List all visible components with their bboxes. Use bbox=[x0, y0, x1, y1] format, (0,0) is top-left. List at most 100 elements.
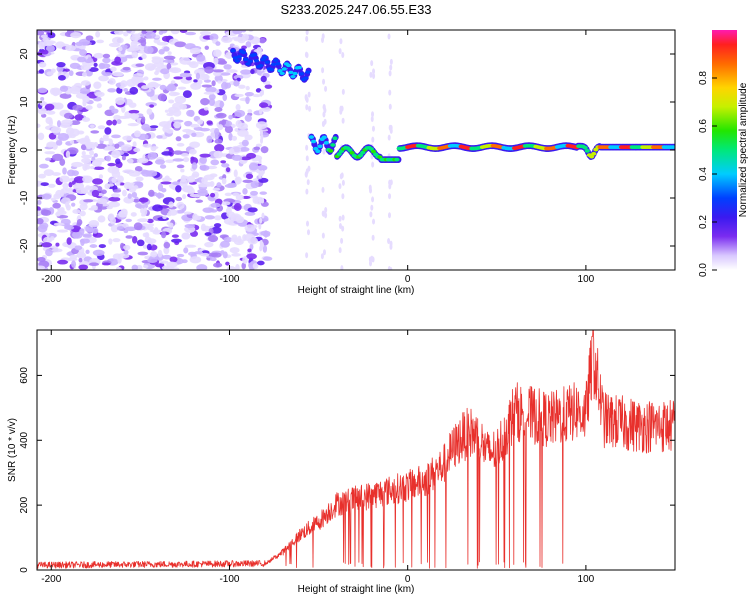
spectrogram-streak-blob bbox=[341, 214, 345, 221]
spectrogram-noise-blob bbox=[250, 190, 259, 196]
spectrogram-noise-blob bbox=[195, 199, 204, 203]
spectrogram-noise-blob bbox=[184, 120, 193, 127]
trace-core bbox=[230, 49, 236, 53]
spectrogram-noise-blob bbox=[258, 37, 266, 44]
spectrogram-noise-blob bbox=[225, 51, 234, 60]
spectrogram-noise-blob bbox=[104, 183, 111, 190]
spectrogram-noise-blob bbox=[203, 79, 212, 83]
spectrogram-streak-blob bbox=[370, 204, 374, 211]
spectrogram-noise-blob bbox=[37, 123, 41, 129]
spectrogram-streak-blob bbox=[371, 125, 375, 132]
spectrogram-noise-blob bbox=[210, 202, 221, 208]
spectrogram-streak-blob bbox=[369, 71, 373, 78]
spectrogram-noise-blob bbox=[123, 196, 135, 204]
spectrogram-noise-blob bbox=[81, 151, 86, 156]
spectrogram-noise-blob bbox=[56, 210, 67, 216]
spectrogram-streak-blob bbox=[260, 134, 264, 141]
colorbar-label: Normalized spectral amplitude bbox=[738, 82, 749, 217]
spectrogram-noise-blob bbox=[38, 41, 45, 50]
trace-core bbox=[670, 145, 675, 149]
spectrogram-noise-blob bbox=[196, 264, 208, 270]
spectrogram-noise-blob bbox=[187, 187, 195, 195]
spectrogram-noise-blob bbox=[112, 119, 117, 126]
trace-core bbox=[268, 68, 275, 72]
spectrogram-noise-blob bbox=[253, 110, 264, 116]
spectrogram-noise-blob bbox=[189, 141, 201, 148]
spectrogram-noise-blob bbox=[133, 147, 141, 153]
colorbar-tick-label: 0.6 bbox=[698, 119, 709, 133]
spectrogram-noise-blob bbox=[91, 205, 98, 211]
spectrogram-noise-blob bbox=[247, 248, 252, 253]
spectrogram-streak-blob bbox=[370, 60, 374, 67]
trace-core bbox=[591, 151, 597, 156]
spectrogram-noise-blob bbox=[249, 243, 254, 250]
spectrogram-noise-blob bbox=[258, 177, 269, 183]
spectrogram-noise-blob bbox=[37, 265, 46, 270]
spectrogram-noise-blob bbox=[169, 62, 179, 66]
spectrogram-noise-blob bbox=[69, 62, 81, 69]
spectrogram-noise-blob bbox=[39, 100, 46, 106]
spectrogram-noise-blob bbox=[221, 81, 229, 90]
trace-core bbox=[336, 152, 342, 156]
spectrogram-noise-blob bbox=[154, 159, 166, 165]
spectrogram-noise-blob bbox=[152, 230, 162, 235]
spectrogram-noise-blob bbox=[96, 103, 103, 109]
spectrogram-noise-blob bbox=[81, 117, 91, 123]
spectrogram-noise-blob bbox=[183, 211, 192, 215]
spectrogram-noise-blob bbox=[190, 123, 200, 128]
spectrogram-streak-blob bbox=[339, 38, 343, 45]
spectrogram-noise-blob bbox=[37, 224, 48, 233]
spectrogram-noise-blob bbox=[216, 182, 222, 188]
spectrogram-noise-blob bbox=[209, 257, 217, 262]
spectrogram-noise-blob bbox=[83, 199, 94, 203]
spectrogram-noise-blob bbox=[236, 77, 241, 82]
spectrogram-noise-blob bbox=[220, 240, 230, 248]
spectrogram-noise-blob bbox=[233, 74, 244, 80]
spectrogram-noise-blob bbox=[193, 79, 198, 83]
spectrogram-noise-blob bbox=[168, 222, 174, 228]
spectrogram-noise-blob bbox=[235, 264, 240, 270]
y-tick-label: -20 bbox=[19, 238, 30, 253]
spectrogram-noise-blob bbox=[199, 153, 211, 158]
spectrogram-noise-blob bbox=[247, 109, 253, 114]
spectrogram-noise-blob bbox=[197, 119, 204, 125]
spectrogram-noise-blob bbox=[102, 57, 111, 64]
spectrogram-noise-blob bbox=[225, 207, 232, 214]
spectrogram-streak-blob bbox=[322, 78, 326, 85]
spectrogram-noise-blob bbox=[68, 181, 73, 188]
spectrogram-noise-blob bbox=[246, 152, 257, 159]
spectrogram-noise-blob bbox=[127, 158, 134, 164]
spectrogram-noise-blob bbox=[141, 85, 149, 90]
spectrogram-streak-blob bbox=[371, 196, 375, 203]
spectrogram-noise-blob bbox=[193, 126, 203, 131]
spectrogram-streak-blob bbox=[322, 148, 326, 155]
spectrogram-noise-blob bbox=[171, 238, 182, 243]
spectrogram-noise-blob bbox=[51, 153, 64, 162]
spectrogram-noise-blob bbox=[245, 85, 250, 91]
spectrogram-noise-blob bbox=[253, 146, 261, 151]
spectrogram-noise-blob bbox=[47, 183, 56, 188]
spectrogram-noise-blob bbox=[189, 148, 197, 155]
spectrogram-streak-blob bbox=[322, 120, 326, 127]
trace-core bbox=[251, 53, 258, 57]
spectrogram-noise-blob bbox=[175, 210, 185, 214]
spectrogram-noise-blob bbox=[147, 152, 158, 160]
spectrogram-noise-blob bbox=[92, 232, 103, 238]
spectrogram-noise-blob bbox=[66, 237, 72, 245]
trace-core bbox=[360, 150, 366, 155]
trace-core bbox=[286, 63, 292, 68]
trace-core bbox=[303, 76, 309, 80]
spectrogram-noise-blob bbox=[107, 162, 116, 167]
y-tick-label: 600 bbox=[19, 367, 30, 384]
spectrogram-noise-blob bbox=[212, 187, 221, 191]
spectrogram-noise-blob bbox=[172, 158, 184, 162]
spectrogram-noise-blob bbox=[157, 192, 162, 199]
trace-core bbox=[264, 60, 270, 64]
spectrogram-noise-blob bbox=[131, 76, 138, 85]
trace-core bbox=[245, 62, 251, 66]
spectrogram-streak-blob bbox=[369, 187, 373, 194]
spectrogram-noise-blob bbox=[244, 92, 255, 97]
spectrogram-noise-blob bbox=[203, 106, 209, 111]
spectrogram-noise-blob bbox=[81, 157, 91, 164]
spectrogram-noise-blob bbox=[131, 51, 139, 59]
